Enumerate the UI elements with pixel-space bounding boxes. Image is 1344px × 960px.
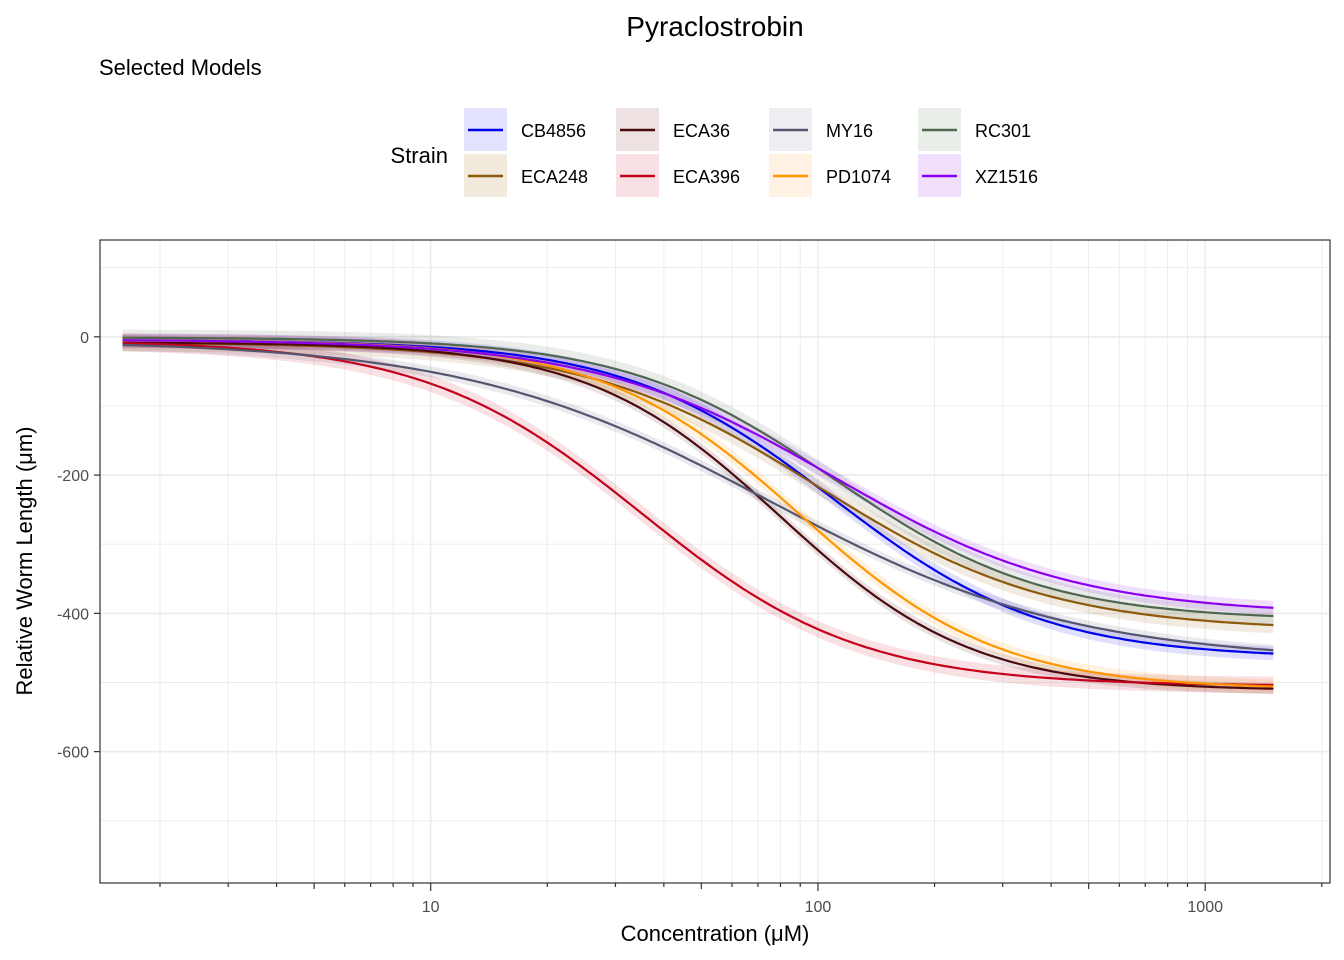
- y-axis-title: Relative Worm Length (μm): [12, 426, 37, 695]
- legend-label: ECA248: [521, 167, 588, 187]
- y-tick-label: -400: [57, 606, 89, 623]
- curve-xz1516: [122, 339, 1274, 609]
- legend-item-pd1074: PD1074: [769, 154, 891, 197]
- legend-item-rc301: RC301: [918, 108, 1031, 151]
- plot-panel-border: [99, 239, 1331, 884]
- x-axis-title: Concentration (μM): [621, 921, 810, 946]
- x-tick-label: 100: [805, 899, 832, 916]
- chart-subtitle: Selected Models: [99, 55, 262, 80]
- y-tick-label: 0: [80, 330, 89, 347]
- legend: Strain CB4856 ECA248 ECA36 ECA396 MY16 PD1074…: [391, 108, 1038, 197]
- legend-label: ECA396: [673, 167, 740, 187]
- legend-label: PD1074: [826, 167, 891, 187]
- legend-label: XZ1516: [975, 167, 1038, 187]
- curve-rc301: [122, 336, 1274, 618]
- chart-title: Pyraclostrobin: [626, 11, 803, 42]
- grid: [100, 240, 1330, 883]
- legend-label: ECA36: [673, 121, 730, 141]
- legend-item-my16: MY16: [769, 108, 873, 151]
- legend-item-eca396: ECA396: [616, 154, 740, 197]
- legend-label: RC301: [975, 121, 1031, 141]
- y-tick-label: -200: [57, 468, 89, 485]
- model-curves: [122, 336, 1274, 690]
- curve-eca36: [122, 341, 1274, 690]
- legend-item-cb4856: CB4856: [464, 108, 586, 151]
- x-tick-label: 10: [422, 899, 440, 916]
- legend-item-eca248: ECA248: [464, 154, 588, 197]
- legend-label: MY16: [826, 121, 873, 141]
- legend-item-xz1516: XZ1516: [918, 154, 1038, 197]
- plot-panel-background: [100, 240, 1330, 883]
- legend-title: Strain: [391, 143, 448, 168]
- legend-item-eca36: ECA36: [616, 108, 730, 151]
- curve-my16: [122, 343, 1274, 652]
- axes: 10 100 1000 0 -200 -400 -600: [57, 330, 1323, 916]
- y-tick-label: -600: [57, 745, 89, 762]
- x-tick-label: 1000: [1187, 899, 1223, 916]
- legend-label: CB4856: [521, 121, 586, 141]
